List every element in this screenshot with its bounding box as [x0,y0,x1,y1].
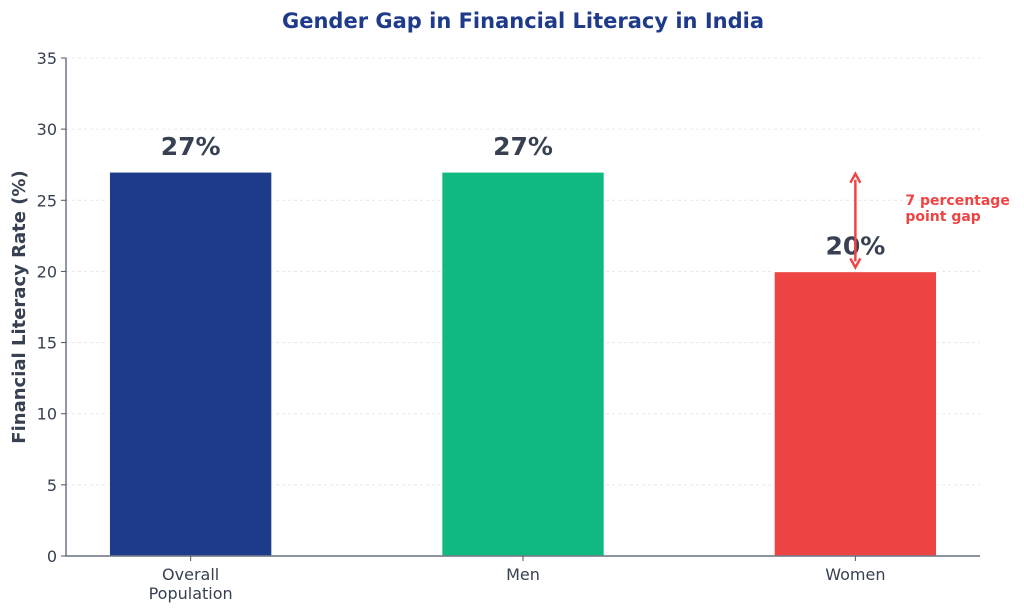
bar [773,270,938,557]
arrow-head-down [849,257,862,271]
y-tick-label: 30 [37,120,57,139]
data-label: 27% [493,132,553,161]
y-tick-label: 20 [37,262,57,281]
y-tick-label: 5 [47,476,57,495]
bar [440,171,606,557]
y-tick-label: 10 [37,405,57,424]
bar [108,171,273,557]
y-tick-label: 15 [37,334,57,353]
x-tick-label: Women [825,565,885,584]
data-label: 27% [161,132,221,161]
y-tick-label: 25 [37,191,57,210]
y-axis-label: Financial Literacy Rate (%) [9,170,30,443]
x-tick-label: Men [506,565,540,584]
y-tick-label: 35 [37,49,57,68]
gap-annotation: 7 percentage point gap [905,193,1009,225]
x-tick-label: Overall Population [149,565,233,603]
arrow-head-up [849,171,862,184]
y-tick-label: 0 [47,547,57,566]
chart-title: Gender Gap in Financial Literacy in Indi… [282,9,764,33]
